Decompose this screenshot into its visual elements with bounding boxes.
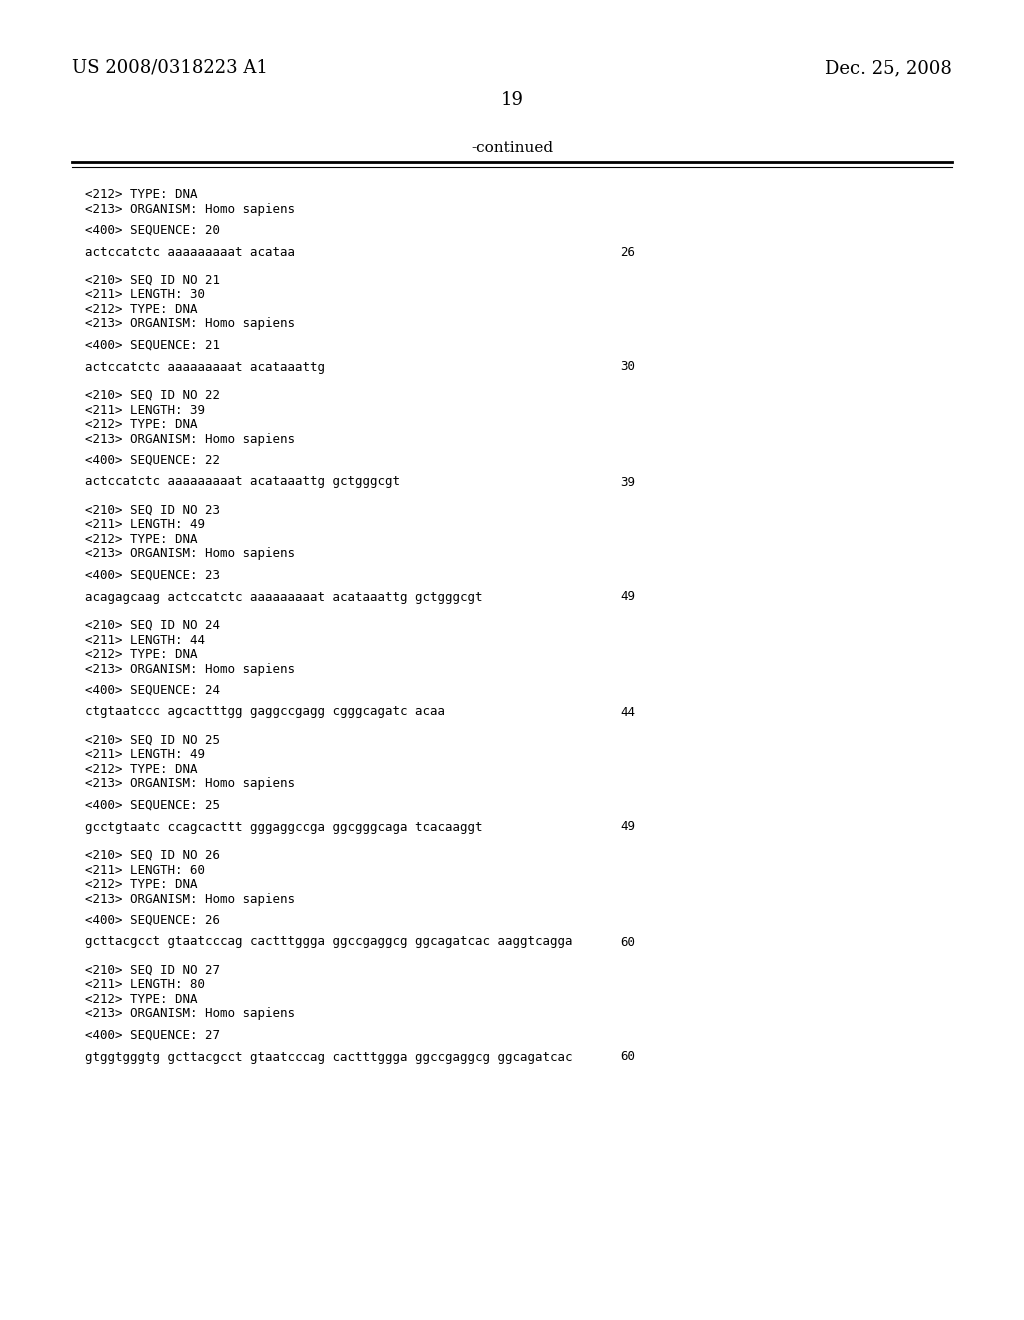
Text: actccatctc aaaaaaaaat acataaattg: actccatctc aaaaaaaaat acataaattg [85,360,325,374]
Text: <212> TYPE: DNA: <212> TYPE: DNA [85,304,198,315]
Text: actccatctc aaaaaaaaat acataa: actccatctc aaaaaaaaat acataa [85,246,295,259]
Text: -continued: -continued [471,141,553,154]
Text: <212> TYPE: DNA: <212> TYPE: DNA [85,648,198,661]
Text: <213> ORGANISM: Homo sapiens: <213> ORGANISM: Homo sapiens [85,202,295,215]
Text: <400> SEQUENCE: 22: <400> SEQUENCE: 22 [85,454,220,467]
Text: gtggtgggtg gcttacgcct gtaatcccag cactttggga ggccgaggcg ggcagatcac: gtggtgggtg gcttacgcct gtaatcccag cactttg… [85,1051,572,1064]
Text: <211> LENGTH: 44: <211> LENGTH: 44 [85,634,205,647]
Text: <213> ORGANISM: Homo sapiens: <213> ORGANISM: Homo sapiens [85,1007,295,1020]
Text: gcttacgcct gtaatcccag cactttggga ggccgaggcg ggcagatcac aaggtcagga: gcttacgcct gtaatcccag cactttggga ggccgag… [85,936,572,949]
Text: <213> ORGANISM: Homo sapiens: <213> ORGANISM: Homo sapiens [85,318,295,330]
Text: 60: 60 [620,936,635,949]
Text: 49: 49 [620,590,635,603]
Text: <212> TYPE: DNA: <212> TYPE: DNA [85,878,198,891]
Text: 60: 60 [620,1051,635,1064]
Text: ctgtaatccc agcactttgg gaggccgagg cgggcagatc acaa: ctgtaatccc agcactttgg gaggccgagg cgggcag… [85,705,445,718]
Text: <213> ORGANISM: Homo sapiens: <213> ORGANISM: Homo sapiens [85,548,295,561]
Text: <210> SEQ ID NO 24: <210> SEQ ID NO 24 [85,619,220,632]
Text: <212> TYPE: DNA: <212> TYPE: DNA [85,763,198,776]
Text: <212> TYPE: DNA: <212> TYPE: DNA [85,418,198,432]
Text: <211> LENGTH: 49: <211> LENGTH: 49 [85,519,205,532]
Text: <211> LENGTH: 39: <211> LENGTH: 39 [85,404,205,417]
Text: <212> TYPE: DNA: <212> TYPE: DNA [85,993,198,1006]
Text: 26: 26 [620,246,635,259]
Text: <213> ORGANISM: Homo sapiens: <213> ORGANISM: Homo sapiens [85,777,295,791]
Text: <212> TYPE: DNA: <212> TYPE: DNA [85,187,198,201]
Text: <210> SEQ ID NO 21: <210> SEQ ID NO 21 [85,275,220,286]
Text: <210> SEQ ID NO 22: <210> SEQ ID NO 22 [85,389,220,403]
Text: <210> SEQ ID NO 23: <210> SEQ ID NO 23 [85,504,220,517]
Text: US 2008/0318223 A1: US 2008/0318223 A1 [72,59,268,77]
Text: <212> TYPE: DNA: <212> TYPE: DNA [85,533,198,546]
Text: 19: 19 [501,91,523,110]
Text: <210> SEQ ID NO 25: <210> SEQ ID NO 25 [85,734,220,747]
Text: 49: 49 [620,821,635,833]
Text: gcctgtaatc ccagcacttt gggaggccga ggcgggcaga tcacaaggt: gcctgtaatc ccagcacttt gggaggccga ggcgggc… [85,821,482,833]
Text: <210> SEQ ID NO 27: <210> SEQ ID NO 27 [85,964,220,977]
Text: <400> SEQUENCE: 24: <400> SEQUENCE: 24 [85,684,220,697]
Text: <400> SEQUENCE: 25: <400> SEQUENCE: 25 [85,799,220,812]
Text: 39: 39 [620,475,635,488]
Text: <211> LENGTH: 30: <211> LENGTH: 30 [85,289,205,301]
Text: 44: 44 [620,705,635,718]
Text: <213> ORGANISM: Homo sapiens: <213> ORGANISM: Homo sapiens [85,663,295,676]
Text: <213> ORGANISM: Homo sapiens: <213> ORGANISM: Homo sapiens [85,433,295,446]
Text: <400> SEQUENCE: 20: <400> SEQUENCE: 20 [85,224,220,238]
Text: actccatctc aaaaaaaaat acataaattg gctgggcgt: actccatctc aaaaaaaaat acataaattg gctgggc… [85,475,400,488]
Text: <211> LENGTH: 60: <211> LENGTH: 60 [85,863,205,876]
Text: <211> LENGTH: 80: <211> LENGTH: 80 [85,978,205,991]
Text: <400> SEQUENCE: 23: <400> SEQUENCE: 23 [85,569,220,582]
Text: 30: 30 [620,360,635,374]
Text: acagagcaag actccatctc aaaaaaaaat acataaattg gctgggcgt: acagagcaag actccatctc aaaaaaaaat acataaa… [85,590,482,603]
Text: <210> SEQ ID NO 26: <210> SEQ ID NO 26 [85,849,220,862]
Text: <400> SEQUENCE: 26: <400> SEQUENCE: 26 [85,913,220,927]
Text: <211> LENGTH: 49: <211> LENGTH: 49 [85,748,205,762]
Text: <400> SEQUENCE: 27: <400> SEQUENCE: 27 [85,1030,220,1041]
Text: Dec. 25, 2008: Dec. 25, 2008 [825,59,952,77]
Text: <400> SEQUENCE: 21: <400> SEQUENCE: 21 [85,339,220,352]
Text: <213> ORGANISM: Homo sapiens: <213> ORGANISM: Homo sapiens [85,892,295,906]
